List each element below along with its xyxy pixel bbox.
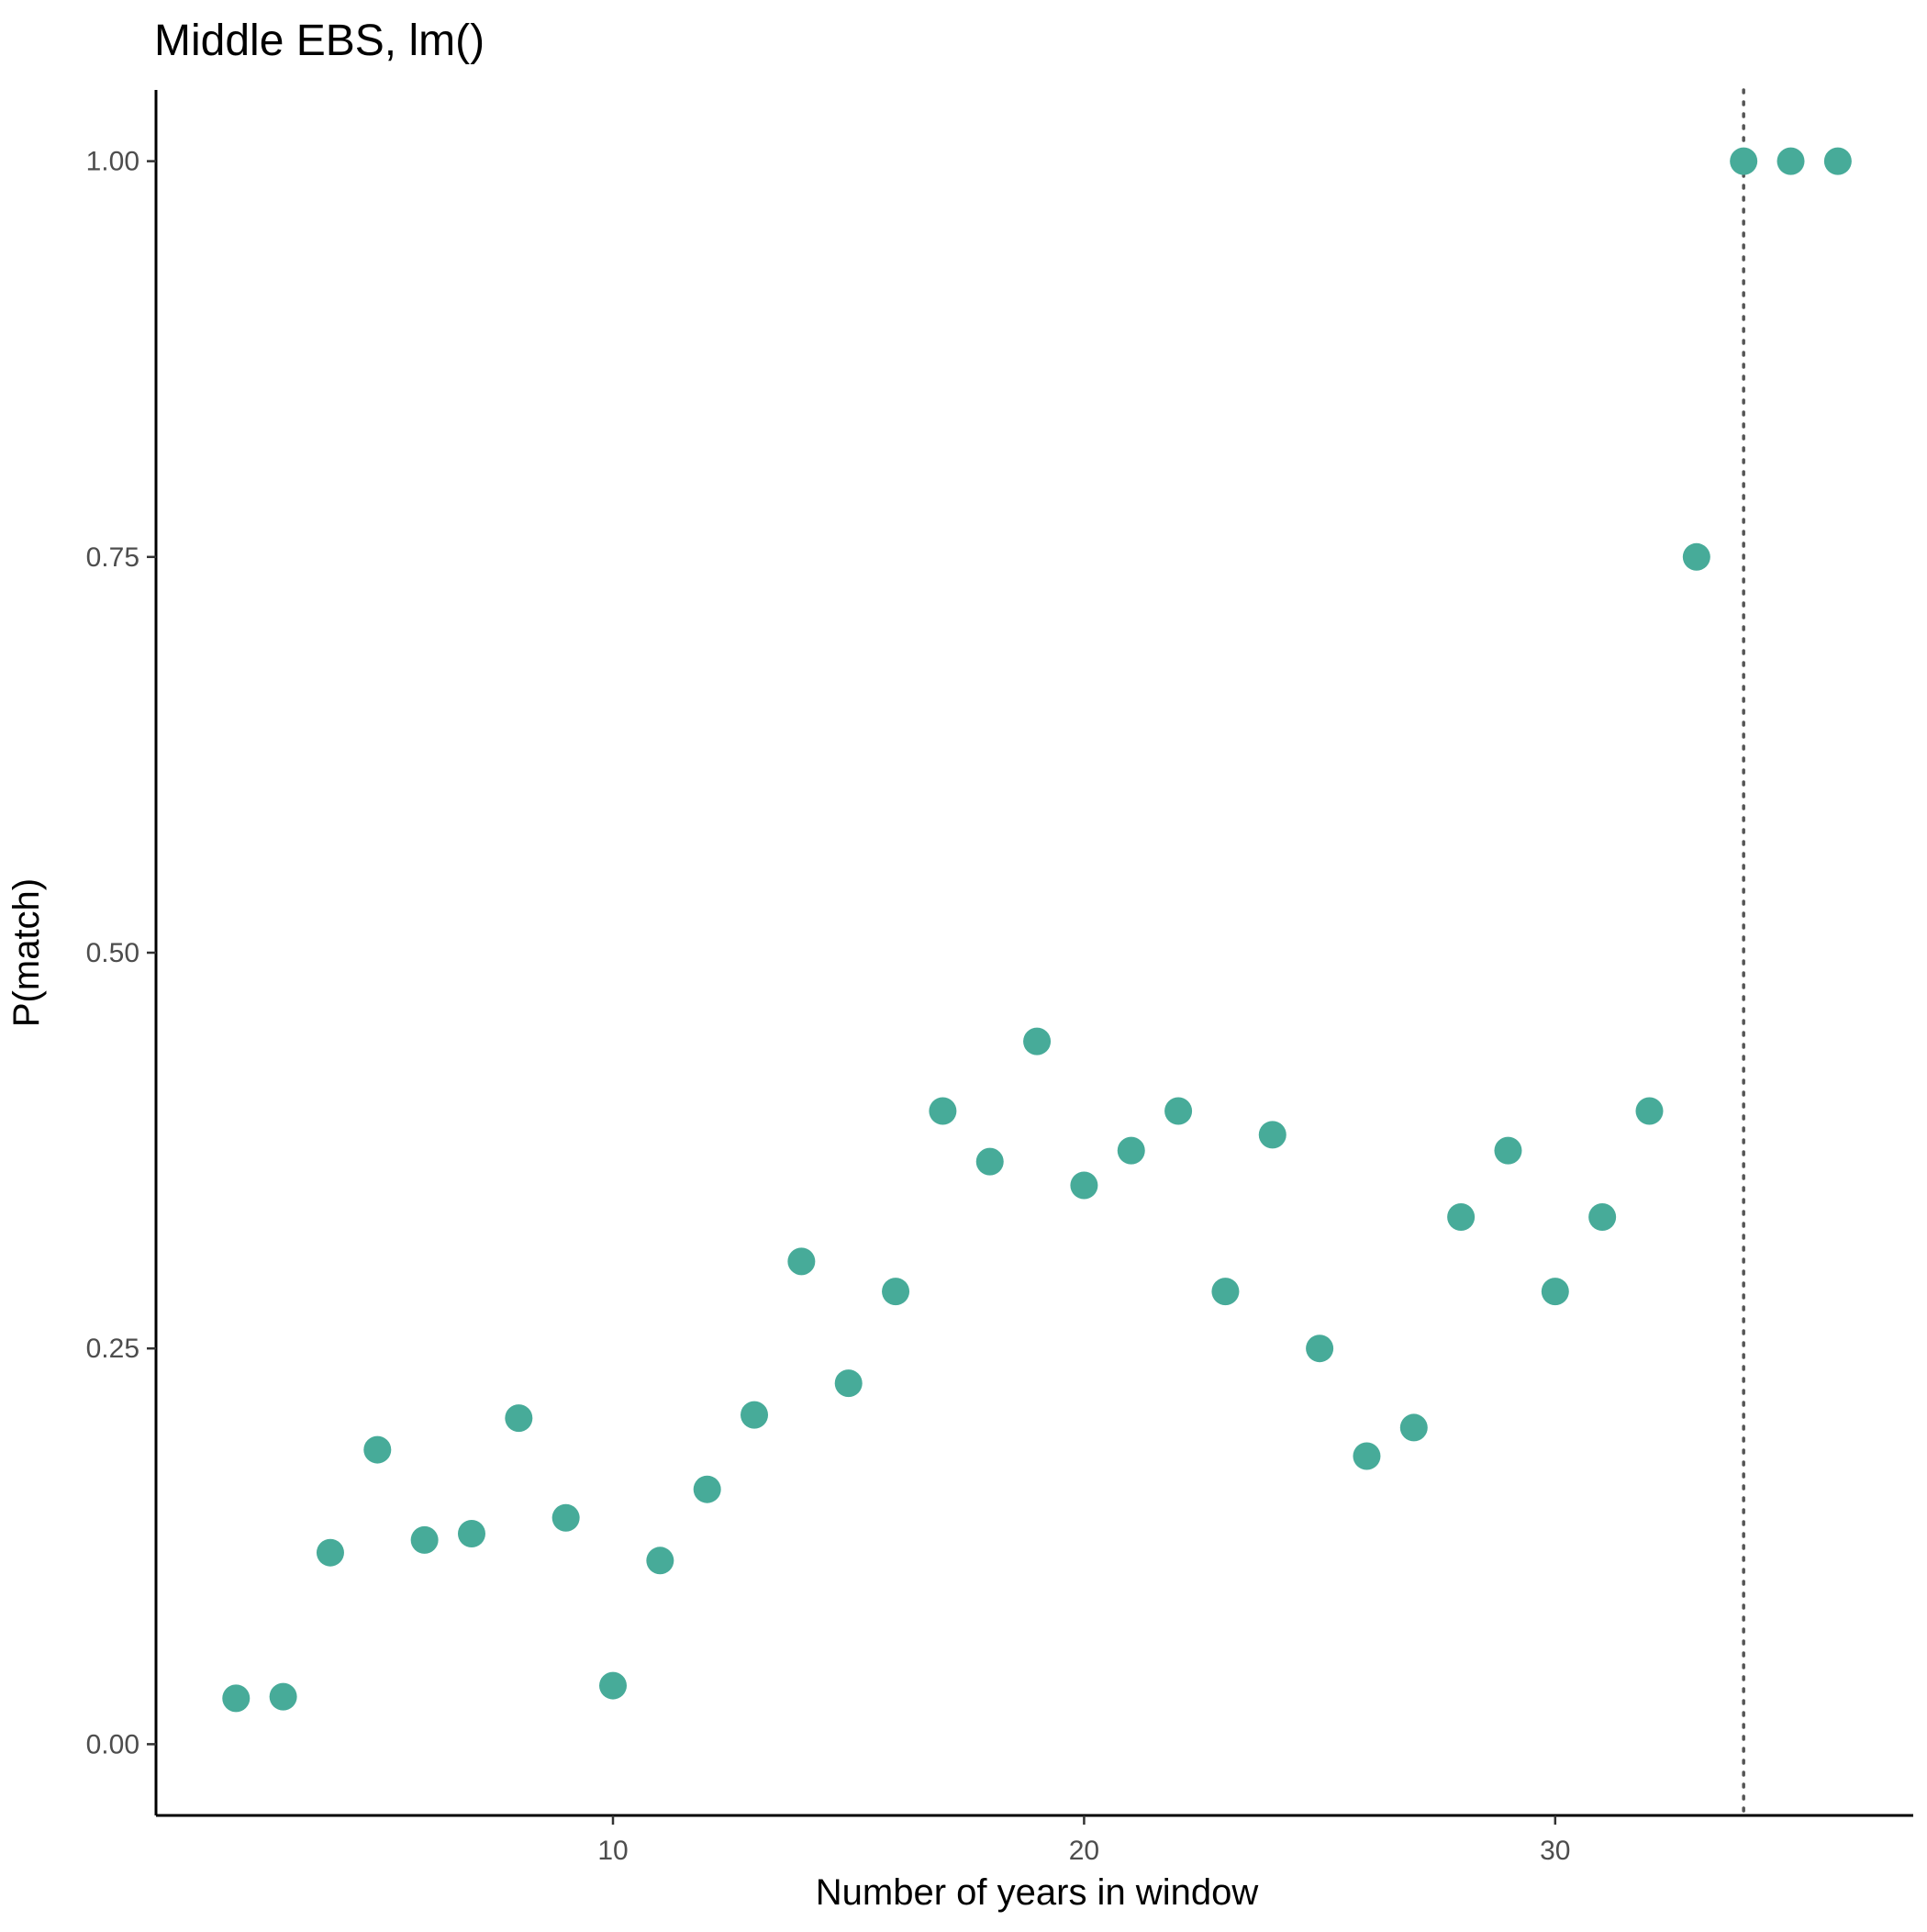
y-tick-label: 0.50 bbox=[86, 938, 139, 968]
data-point bbox=[316, 1538, 344, 1567]
data-point bbox=[693, 1475, 721, 1503]
data-point bbox=[1070, 1171, 1098, 1200]
x-tick-label: 30 bbox=[1540, 1836, 1570, 1866]
data-point bbox=[363, 1435, 392, 1464]
data-point bbox=[1399, 1413, 1428, 1442]
data-point bbox=[1588, 1203, 1617, 1232]
data-point bbox=[929, 1097, 957, 1125]
chart-title: Middle EBS, lm() bbox=[154, 17, 485, 65]
data-point bbox=[599, 1671, 628, 1700]
data-point bbox=[1777, 147, 1805, 175]
data-point bbox=[975, 1147, 1004, 1176]
data-point bbox=[1023, 1027, 1052, 1055]
data-point bbox=[269, 1682, 297, 1711]
data-point bbox=[741, 1401, 769, 1429]
data-point bbox=[1823, 147, 1852, 175]
y-tick-label: 0.25 bbox=[86, 1334, 139, 1364]
data-point bbox=[1117, 1136, 1145, 1165]
y-tick-label: 0.75 bbox=[86, 542, 139, 573]
x-axis-title: Number of years in window bbox=[816, 1872, 1259, 1913]
y-axis-title: P(match) bbox=[6, 878, 47, 1027]
data-point bbox=[1306, 1335, 1334, 1363]
data-point bbox=[1164, 1097, 1193, 1125]
y-tick-label: 1.00 bbox=[86, 147, 139, 177]
data-point bbox=[1541, 1278, 1569, 1306]
data-point bbox=[551, 1503, 580, 1532]
data-point bbox=[834, 1369, 863, 1398]
data-point bbox=[646, 1547, 674, 1575]
plot-area: 0.00 0.25 0.50 0.75 1.00 10 20 30 bbox=[86, 88, 1913, 1866]
data-point bbox=[1730, 147, 1758, 175]
data-point bbox=[882, 1278, 910, 1306]
data-point bbox=[505, 1404, 533, 1433]
data-point bbox=[1258, 1121, 1287, 1149]
data-point bbox=[222, 1684, 251, 1713]
data-point bbox=[1447, 1203, 1476, 1232]
x-tick-label: 20 bbox=[1069, 1836, 1099, 1866]
data-point bbox=[457, 1519, 485, 1547]
data-point bbox=[787, 1247, 816, 1276]
data-point bbox=[1635, 1097, 1664, 1125]
data-point bbox=[1353, 1442, 1381, 1470]
data-point bbox=[1494, 1136, 1522, 1165]
data-point bbox=[1682, 542, 1710, 571]
y-tick-label: 0.00 bbox=[86, 1729, 139, 1759]
x-tick-label: 10 bbox=[597, 1836, 628, 1866]
data-point bbox=[1211, 1278, 1240, 1306]
data-point bbox=[410, 1525, 439, 1554]
